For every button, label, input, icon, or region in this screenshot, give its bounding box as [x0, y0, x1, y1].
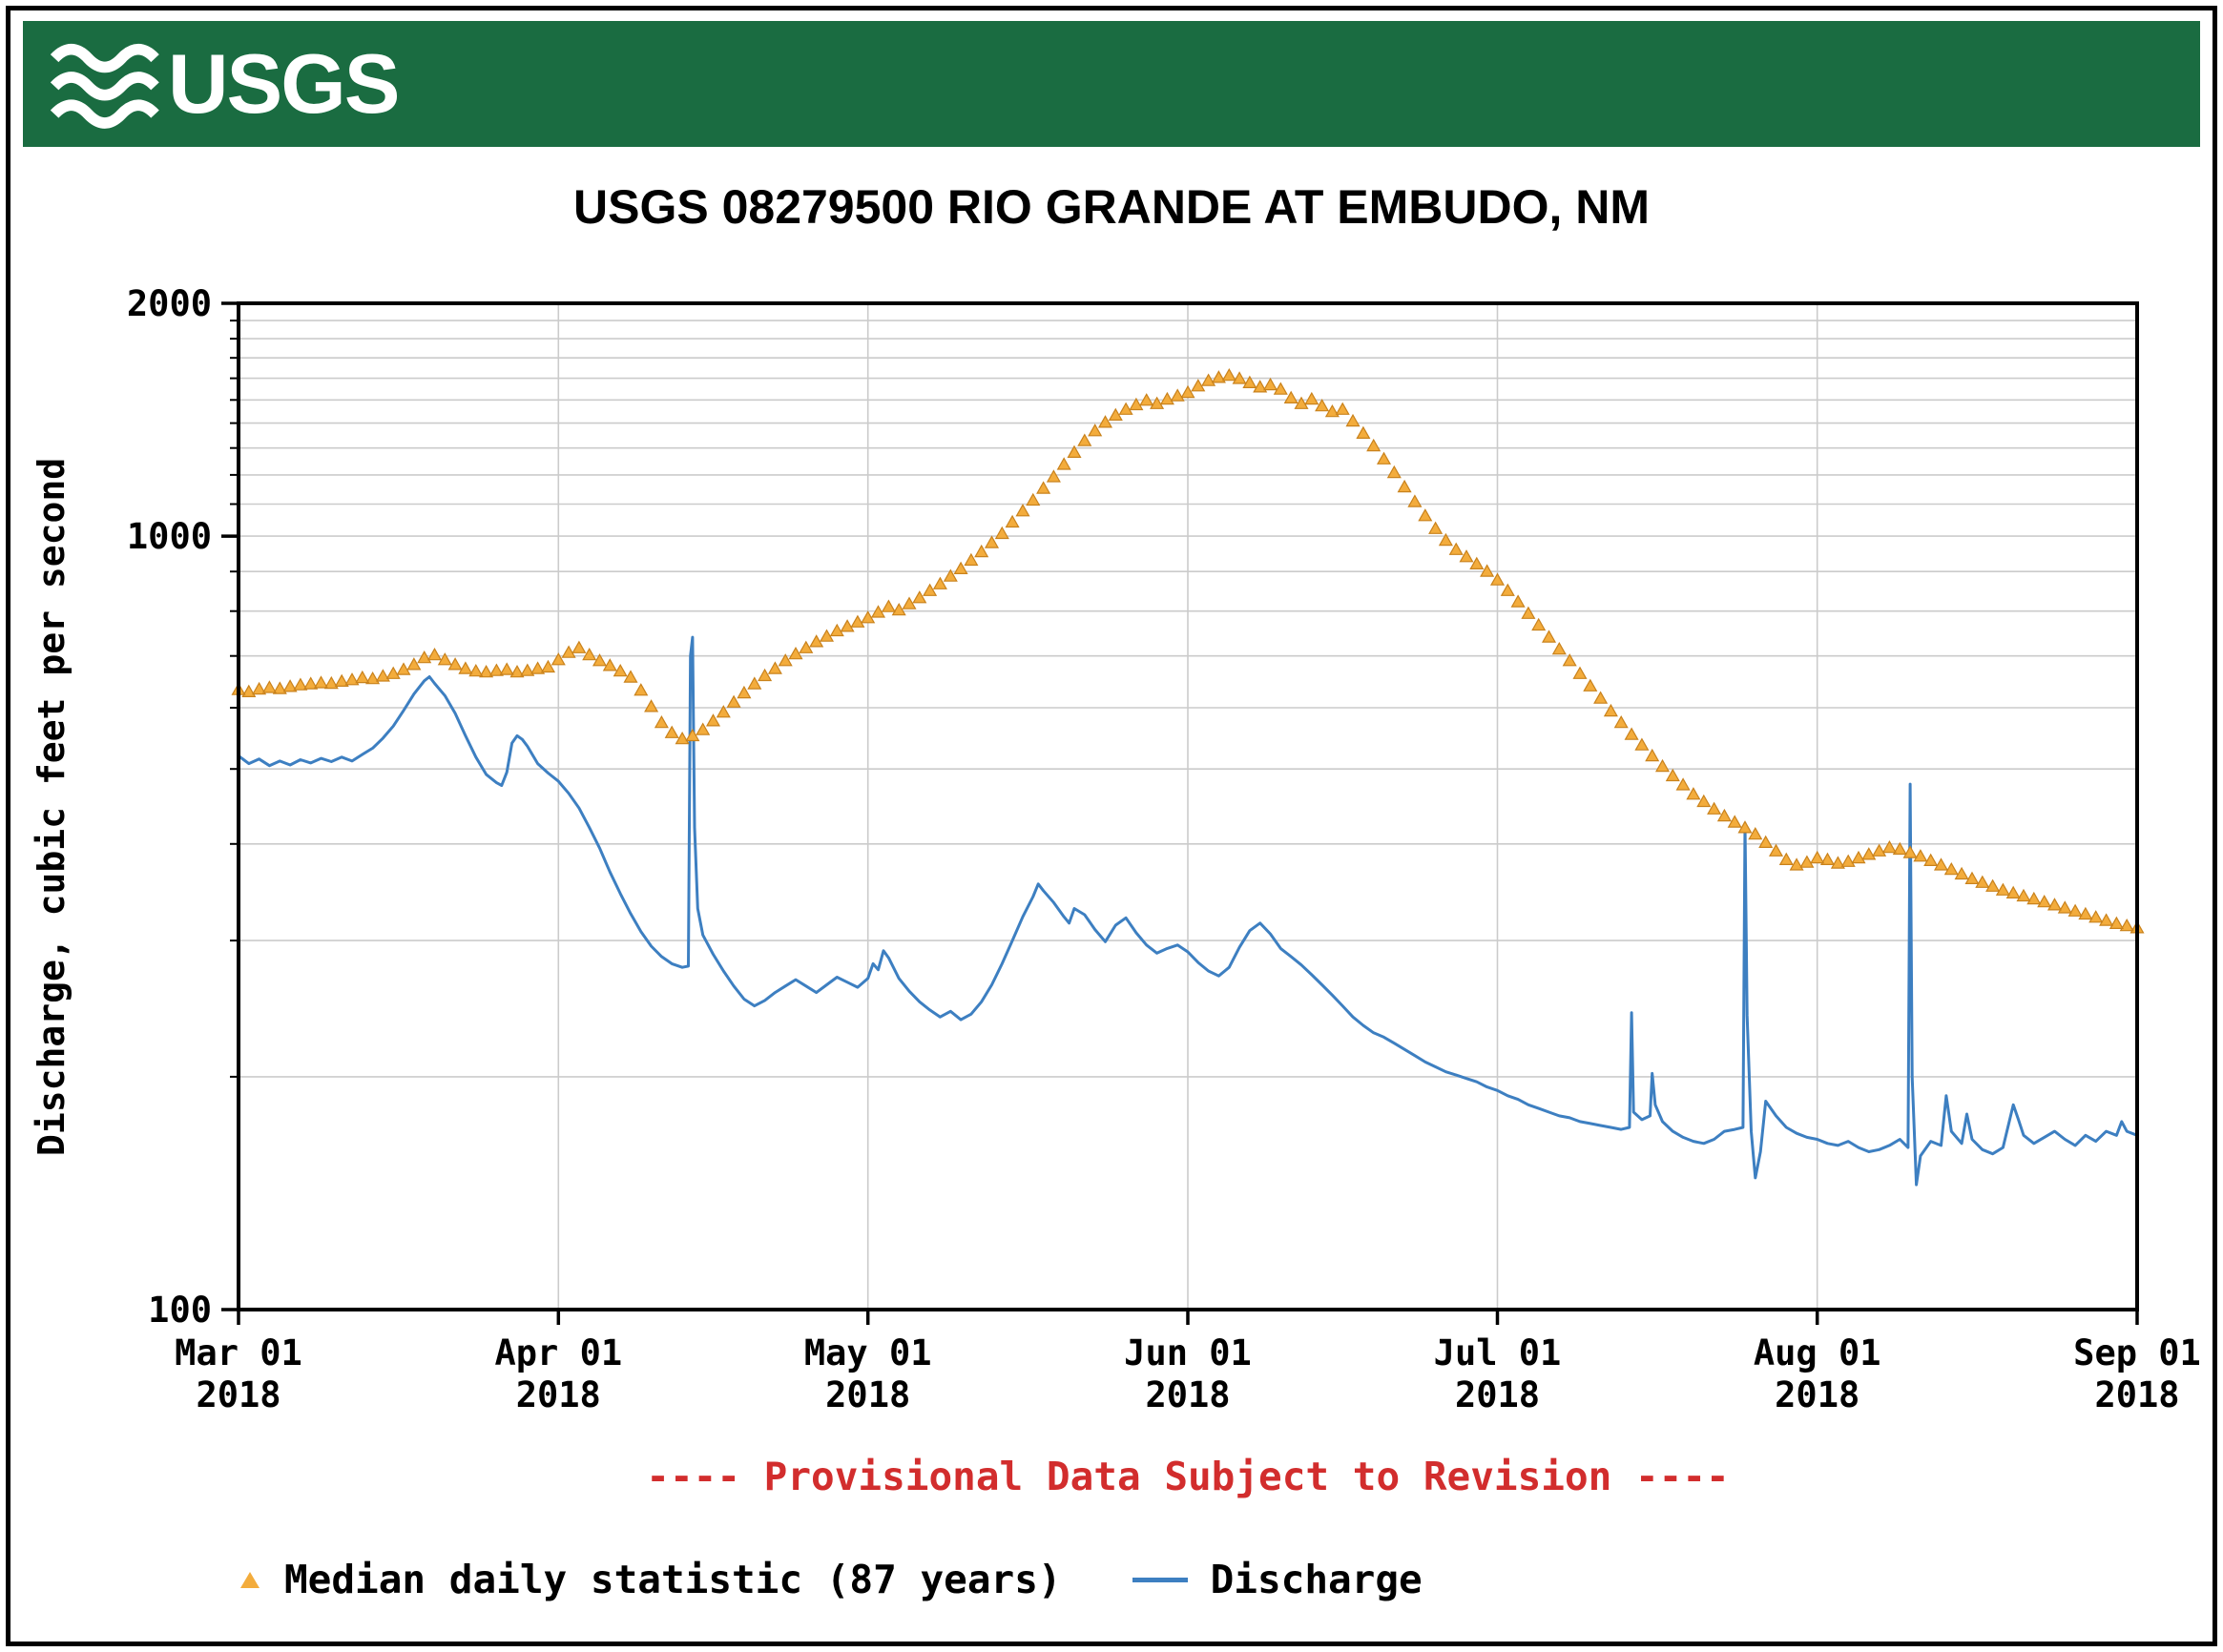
- svg-text:Jul 01: Jul 01: [1434, 1332, 1562, 1373]
- svg-text:1000: 1000: [127, 516, 212, 557]
- usgs-logo: USGS: [50, 36, 400, 131]
- svg-text:2018: 2018: [2094, 1374, 2179, 1415]
- svg-text:2018: 2018: [1775, 1374, 1859, 1415]
- svg-text:May 01: May 01: [804, 1332, 932, 1373]
- chart-title: USGS 08279500 RIO GRANDE AT EMBUDO, NM: [572, 180, 1651, 234]
- legend: Median daily statistic (87 years) Discha…: [240, 1557, 1423, 1602]
- discharge-series: [238, 635, 2138, 1187]
- svg-text:2018: 2018: [1455, 1374, 1540, 1415]
- svg-text:2000: 2000: [127, 283, 212, 324]
- usgs-wave-icon: [50, 43, 159, 129]
- legend-discharge-label: Discharge: [1210, 1557, 1423, 1602]
- discharge-line-icon: [1132, 1577, 1188, 1582]
- legend-median-label: Median daily statistic (87 years): [284, 1557, 1062, 1602]
- svg-text:Apr 01: Apr 01: [494, 1332, 622, 1373]
- page-border: [6, 6, 2217, 1646]
- svg-text:Sep 01: Sep 01: [2073, 1332, 2201, 1373]
- svg-text:Mar 01: Mar 01: [175, 1332, 302, 1373]
- svg-text:2018: 2018: [1145, 1374, 1230, 1415]
- usgs-banner: USGS: [23, 21, 2200, 147]
- svg-text:Aug 01: Aug 01: [1754, 1332, 1881, 1373]
- svg-text:100: 100: [148, 1290, 212, 1331]
- usgs-logo-text: USGS: [168, 36, 400, 131]
- svg-text:2018: 2018: [516, 1374, 601, 1415]
- svg-text:Jun 01: Jun 01: [1124, 1332, 1252, 1373]
- svg-text:2018: 2018: [825, 1374, 910, 1415]
- plot-area: 2000 1000 100 Mar 01 2018 Apr 01 2018 May 01 201…: [0, 277, 2223, 1469]
- median-marker-icon: [240, 1571, 260, 1588]
- provisional-note: ---- Provisional Data Subject to Revisio…: [646, 1454, 1730, 1499]
- svg-text:2018: 2018: [196, 1374, 280, 1415]
